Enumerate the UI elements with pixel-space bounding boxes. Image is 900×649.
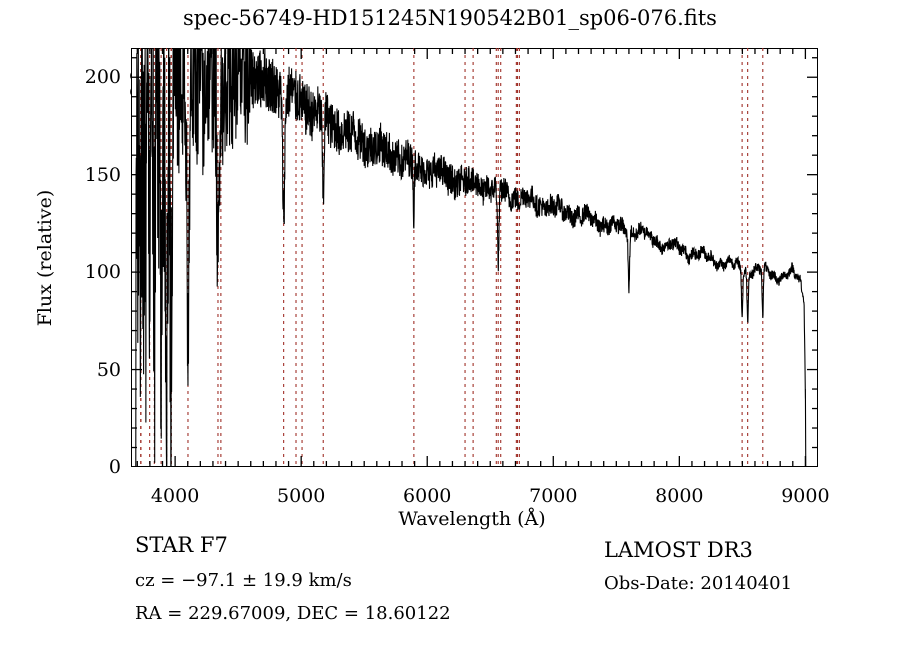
plot-area	[131, 48, 818, 467]
redshift-velocity-text: cz = −97.1 ± 19.9 km/s	[135, 570, 352, 591]
obs-date-text: Obs-Date: 20140401	[604, 573, 793, 594]
survey-name-text: LAMOST DR3	[604, 538, 753, 562]
x-tick-label: 6000	[403, 485, 452, 507]
y-tick-label: 50	[96, 358, 121, 381]
spectrum-trace	[135, 48, 807, 467]
y-tick-label: 100	[84, 261, 121, 284]
x-tick-label: 7000	[529, 485, 578, 507]
object-class-text: STAR F7	[135, 533, 228, 557]
y-tick-label: 150	[84, 163, 121, 186]
x-tick-label: 9000	[781, 485, 830, 507]
x-axis-title-text: Wavelength (Å)	[398, 508, 546, 530]
x-tick-label: 8000	[655, 485, 704, 507]
page-title: spec-56749-HD151245N190542B01_sp06-076.f…	[183, 6, 717, 30]
spectrum-canvas	[131, 48, 818, 467]
coordinates-text: RA = 229.67009, DEC = 18.60122	[135, 603, 451, 624]
axis-ticks-group	[131, 48, 818, 467]
x-tick-label: 5000	[276, 485, 326, 507]
y-tick-label: 200	[84, 66, 121, 89]
y-tick-label: 0	[108, 456, 121, 478]
x-axis-title: Wavelength (Å)	[0, 508, 900, 530]
x-tick-label: 4000	[150, 485, 200, 507]
y-axis-title: Flux (relative)	[34, 189, 56, 327]
